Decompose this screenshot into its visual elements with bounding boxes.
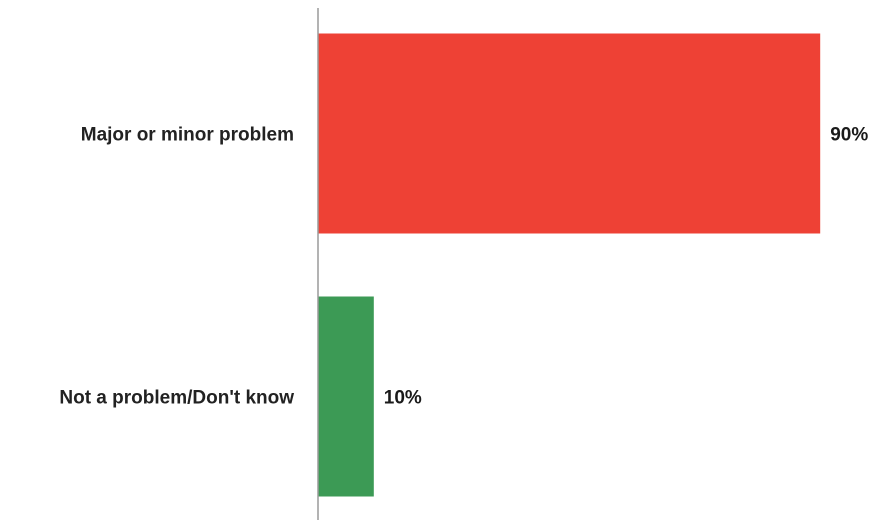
labels-layer: Major or minor problem 90% Not a problem/D… — [59, 125, 868, 409]
value-label-not-a-problem-don-t-know: 10% — [384, 388, 422, 409]
bar-not-a-problem-don-t-know — [318, 296, 374, 497]
category-label-not-a-problem-don-t-know: Not a problem/Don't know — [59, 388, 294, 409]
category-label-major-or-minor-problem: Major or minor problem — [81, 125, 294, 146]
bar-major-or-minor-problem — [318, 33, 821, 234]
value-label-major-or-minor-problem: 90% — [830, 125, 868, 146]
bars-layer — [318, 33, 821, 497]
